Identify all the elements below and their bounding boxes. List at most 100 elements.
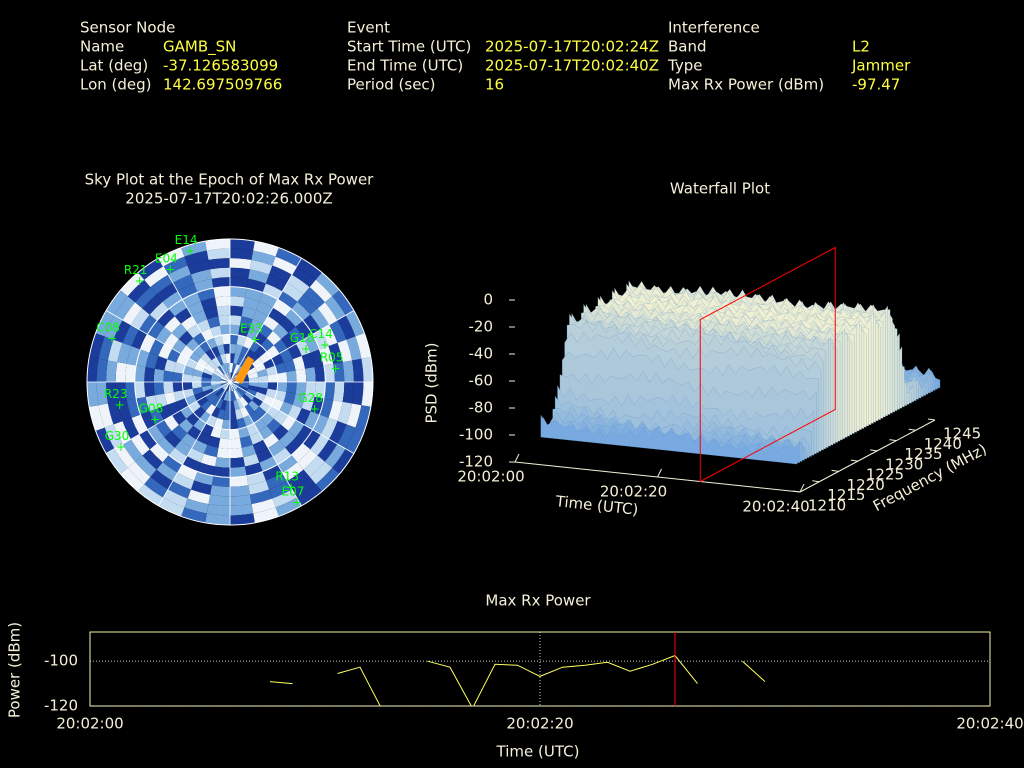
sky-heat-cell xyxy=(230,400,235,411)
sky-heat-cell xyxy=(213,369,223,378)
y-axis-label: Power (dBm) xyxy=(6,622,24,718)
azimuth-line xyxy=(158,381,231,507)
sky-heat-cell xyxy=(220,364,227,374)
sky-heat-cell xyxy=(89,405,105,431)
sky-heat-cell xyxy=(194,391,206,402)
sky-heat-cell xyxy=(239,316,253,329)
sky-heat-cell xyxy=(222,374,230,382)
sky-heat-cell xyxy=(286,382,297,394)
sky-heat-cell xyxy=(211,475,230,487)
sky-heat-cell xyxy=(220,390,227,400)
sky-heat-cell xyxy=(296,408,311,425)
sky-heat-cell xyxy=(210,267,230,279)
sky-heat-cell xyxy=(333,382,345,402)
sky-heat-cell xyxy=(292,393,306,409)
sky-heat-cell xyxy=(333,362,345,382)
sky-heat-cell xyxy=(361,357,373,382)
sky-heat-cell xyxy=(310,308,330,330)
sky-heat-cell xyxy=(275,247,302,267)
sky-heat-cell xyxy=(211,396,221,407)
sky-heat-cell xyxy=(122,417,140,440)
sky-heat-cell xyxy=(254,391,266,402)
sky-heat-cell xyxy=(275,497,302,517)
sky-heat-cell xyxy=(218,315,230,326)
sky-heat-cell xyxy=(252,310,269,325)
sky-heat-cell xyxy=(208,494,230,506)
sky-heat-cell xyxy=(230,362,234,373)
header-label: Band xyxy=(668,38,707,56)
sky-heat-cell xyxy=(248,269,270,284)
sky-heat-cell xyxy=(291,443,311,463)
sky-heat-cell xyxy=(201,382,212,387)
sky-heat-cell xyxy=(122,324,140,347)
sky-heat-cell xyxy=(230,382,234,392)
sky-heat-cell xyxy=(345,310,365,337)
sky-heat-cell xyxy=(218,438,230,449)
sky-heat-cell xyxy=(164,391,177,405)
sky-heat-cell xyxy=(149,301,169,321)
z-tick-label: -120 xyxy=(459,453,493,471)
sky-heat-cell xyxy=(153,368,165,382)
header-value: GAMB_SN xyxy=(163,38,236,57)
sky-heat-cell xyxy=(315,272,340,297)
sky-heat-cell xyxy=(234,389,243,399)
sky-heat-cell xyxy=(139,314,157,335)
sky-heat-cell xyxy=(303,455,325,477)
sky-heat-cell xyxy=(337,424,356,449)
sky-heat-cell xyxy=(230,382,232,392)
sky-heat-cell xyxy=(268,307,286,324)
x-tick-label: 20:02:00 xyxy=(457,468,524,486)
sky-heat-cell xyxy=(98,336,114,361)
sky-heat-cell xyxy=(115,362,127,382)
sky-heat-cell xyxy=(155,326,172,344)
sky-heat-cell xyxy=(104,315,123,340)
sky-heat-cell xyxy=(183,365,195,376)
sky-heat-cell xyxy=(248,382,259,387)
sky-heat-cell xyxy=(144,266,168,288)
sky-heat-cell xyxy=(183,388,195,399)
satellite-marker: + xyxy=(292,495,302,509)
power-line xyxy=(269,654,766,706)
sky-heat-cell xyxy=(200,297,217,311)
satellite-label: R05 xyxy=(320,351,344,365)
sky-heat-cell xyxy=(332,448,354,474)
sky-heat-cell xyxy=(127,279,151,303)
sky-heat-cell xyxy=(106,290,128,316)
sky-heat-cell xyxy=(236,398,245,409)
satellite-marker: + xyxy=(115,398,125,412)
sky-heat-cell xyxy=(312,329,329,350)
interference-direction xyxy=(234,356,254,384)
sky-heat-cell xyxy=(149,443,169,463)
azimuth-line xyxy=(105,381,231,454)
sky-heat-cell xyxy=(182,292,201,308)
header-value: L2 xyxy=(852,38,870,56)
sky-heat-cell xyxy=(156,282,178,302)
sky-heat-cell xyxy=(241,306,257,320)
azimuth-line xyxy=(229,310,355,383)
y-tick xyxy=(831,469,839,472)
sky-heat-cell xyxy=(230,391,234,402)
sky-heat-cell xyxy=(251,498,276,514)
sky-heat-cell xyxy=(305,367,316,382)
sky-heat-cell xyxy=(140,411,156,430)
sky-heat-cell xyxy=(345,427,365,454)
sky-heat-cell xyxy=(174,440,192,457)
sky-heat-cell xyxy=(181,241,207,257)
sky-heat-cell xyxy=(131,329,148,350)
sky-heat-cell xyxy=(162,455,183,473)
sky-heat-cell xyxy=(276,382,288,392)
sky-heat-cell xyxy=(337,401,353,425)
sky-heat-cell xyxy=(207,435,221,448)
sky-heat-cell xyxy=(220,428,230,440)
chart-title: Max Rx Power xyxy=(485,592,591,610)
sky-heat-cell xyxy=(215,367,224,376)
sky-heat-cell xyxy=(158,343,173,360)
sky-heat-cell xyxy=(247,372,259,379)
sky-heat-cell xyxy=(285,309,303,327)
sky-heat-cell xyxy=(239,406,250,418)
y-tick xyxy=(927,418,936,421)
sky-heat-cell xyxy=(309,279,333,303)
sky-heat-cell xyxy=(120,467,145,492)
sky-heat-cell xyxy=(337,339,353,363)
satellite-label: C14 xyxy=(309,327,333,341)
